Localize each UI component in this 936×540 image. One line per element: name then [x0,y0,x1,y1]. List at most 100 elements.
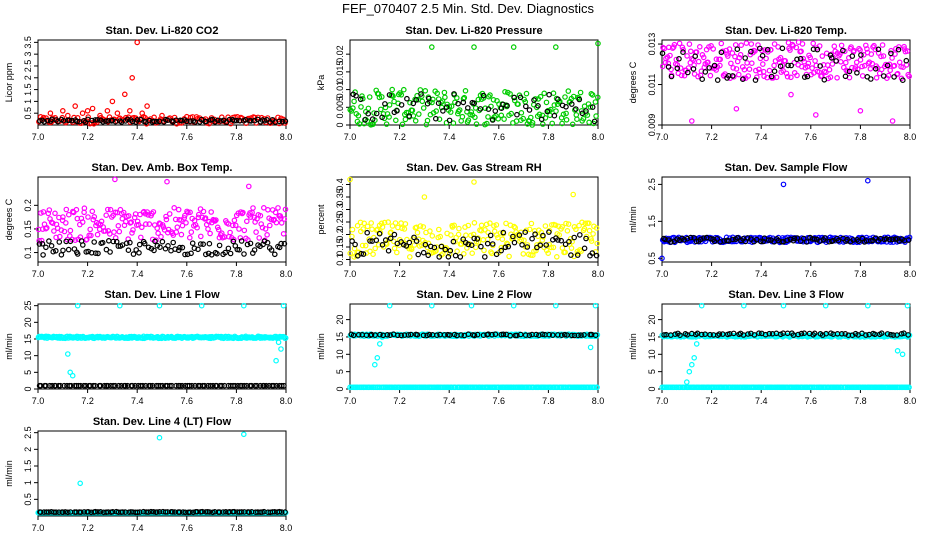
data-point [187,118,194,124]
y-axis-label: kPa [316,75,326,91]
data-point [521,237,527,244]
data-point [428,302,435,309]
data-point [905,237,912,243]
x-tick-label: 7.6 [805,132,818,142]
data-point [124,116,131,123]
data-point [829,61,836,67]
data-point [497,230,504,236]
data-point [48,243,55,249]
data-point [91,239,98,245]
data-point [241,227,248,234]
data-point [702,331,708,338]
data-point [573,226,579,233]
data-point [75,382,82,389]
data-point [450,238,457,245]
series-secondary [349,229,600,260]
data-point [690,66,697,72]
data-point [153,118,160,125]
data-point [586,119,592,126]
data-point [268,247,275,253]
data-point [375,91,382,97]
y-tick-label: 0.5 [23,493,33,506]
data-point [798,48,804,55]
y-tick-label: 0 [335,122,345,127]
data-point [552,44,559,50]
data-point [448,232,454,238]
y-tick-label: 2 [23,75,33,80]
x-tick-label: 7.8 [854,269,867,279]
data-point [241,302,247,309]
data-point [119,215,126,222]
data-point [460,251,467,257]
data-point [857,57,864,63]
data-point [574,116,580,123]
series-primary [659,177,913,262]
data-point [184,251,191,258]
data-point [502,244,509,251]
data-point [798,330,805,337]
data-point [205,382,211,389]
data-point [143,221,149,227]
data-point [165,243,171,249]
data-point [400,86,407,93]
data-point [353,93,359,99]
data-point [45,210,52,217]
data-point [159,112,165,119]
data-point [895,46,902,53]
data-point [748,48,754,55]
y-tick-label: 2 [23,447,33,452]
x-tick-label: 7.0 [656,396,669,406]
data-point [481,254,488,260]
data-point [367,238,373,244]
plot-frame [37,430,287,517]
data-point [684,69,691,76]
panel-title: Stan. Dev. Line 3 Flow [728,289,844,301]
y-tick-label: 0.1 [335,253,345,266]
panel-3: Stan. Dev. Li-820 Temp. 7.0 7.2 7.4 7.6 7.8 8.… [628,25,916,142]
data-point [376,230,383,237]
data-point [822,235,828,241]
data-point [56,233,63,240]
data-point [394,108,400,114]
data-point [446,251,453,257]
series-secondary [659,45,910,84]
data-point [748,41,755,47]
data-point [376,94,383,101]
x-tick-label: 7.4 [443,132,456,142]
data-point [745,73,752,79]
data-point [187,509,193,516]
data-point [588,236,594,242]
data-point [471,44,477,50]
data-point [741,66,748,73]
data-point [162,509,169,515]
data-point [424,100,431,107]
data-point [592,99,599,105]
data-point [281,382,287,389]
data-point [691,71,698,77]
series-tertiary [347,384,600,391]
data-point [422,239,429,246]
data-point [60,214,66,220]
data-point [399,121,406,128]
data-point [94,231,101,238]
data-point [69,372,76,379]
data-point [579,219,585,226]
data-point [583,108,589,114]
data-point [174,224,181,231]
data-point [575,332,582,339]
data-point [842,73,849,80]
data-point [187,234,193,241]
data-point [257,212,264,219]
data-point [710,46,717,52]
data-point [563,110,569,117]
data-point [773,74,780,81]
data-point [483,120,490,127]
data-point [674,384,680,391]
data-point [134,117,141,123]
data-point [112,176,118,183]
data-point [884,331,891,337]
data-point [132,382,138,389]
data-point [172,216,179,223]
data-point [522,103,529,110]
data-point [595,40,601,47]
